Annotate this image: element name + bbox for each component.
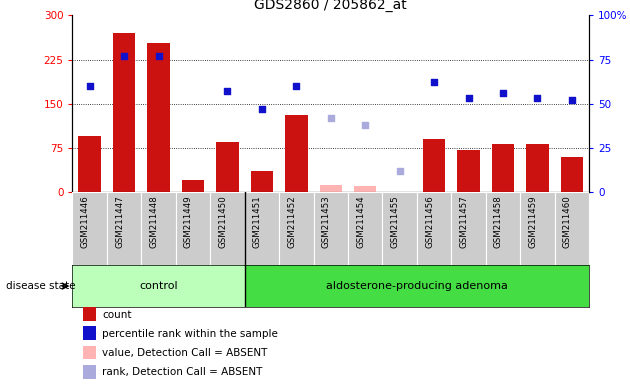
Bar <box>348 192 382 265</box>
Bar <box>72 192 107 265</box>
Text: GSM211451: GSM211451 <box>253 195 262 248</box>
Text: GSM211452: GSM211452 <box>287 195 296 248</box>
Text: value, Detection Call = ABSENT: value, Detection Call = ABSENT <box>103 348 268 358</box>
Text: GSM211455: GSM211455 <box>391 195 399 248</box>
Text: GSM211460: GSM211460 <box>563 195 572 248</box>
Text: GSM211456: GSM211456 <box>425 195 434 248</box>
Point <box>567 97 577 103</box>
Point <box>464 95 474 101</box>
Bar <box>486 192 520 265</box>
Bar <box>83 365 96 379</box>
Bar <box>72 265 244 307</box>
Bar <box>423 139 445 192</box>
Bar <box>216 142 239 192</box>
Point <box>360 122 370 128</box>
Bar <box>79 136 101 192</box>
Bar <box>554 192 589 265</box>
Bar <box>382 192 417 265</box>
Bar <box>176 192 210 265</box>
Bar <box>417 192 451 265</box>
Text: GSM211447: GSM211447 <box>115 195 124 248</box>
Point <box>119 53 129 59</box>
Bar <box>279 192 314 265</box>
Bar <box>285 116 307 192</box>
Text: GSM211459: GSM211459 <box>529 195 537 248</box>
Bar <box>526 144 549 192</box>
Text: GSM211449: GSM211449 <box>184 195 193 248</box>
Bar <box>561 157 583 192</box>
Bar <box>107 192 141 265</box>
Point <box>257 106 267 112</box>
Bar <box>314 192 348 265</box>
Title: GDS2860 / 205862_at: GDS2860 / 205862_at <box>255 0 407 12</box>
Point <box>154 53 164 59</box>
Point <box>394 168 404 174</box>
Bar <box>182 180 204 192</box>
Bar <box>492 144 514 192</box>
Point <box>222 88 232 94</box>
Text: GSM211454: GSM211454 <box>356 195 365 248</box>
Bar <box>354 186 376 192</box>
Bar <box>244 265 589 307</box>
Text: GSM211450: GSM211450 <box>219 195 227 248</box>
Bar <box>83 346 96 359</box>
Text: disease state: disease state <box>6 281 76 291</box>
Text: control: control <box>139 281 178 291</box>
Text: GSM211458: GSM211458 <box>494 195 503 248</box>
Bar <box>244 192 279 265</box>
Point <box>429 79 439 86</box>
Bar <box>141 192 176 265</box>
Bar <box>319 185 342 192</box>
Bar <box>113 33 135 192</box>
Bar <box>210 192 244 265</box>
Point <box>498 90 508 96</box>
Bar <box>451 192 486 265</box>
Point <box>84 83 94 89</box>
Text: rank, Detection Call = ABSENT: rank, Detection Call = ABSENT <box>103 367 263 377</box>
Bar <box>83 326 96 340</box>
Bar <box>457 150 479 192</box>
Text: aldosterone-producing adenoma: aldosterone-producing adenoma <box>326 281 508 291</box>
Text: percentile rank within the sample: percentile rank within the sample <box>103 329 278 339</box>
Bar <box>147 43 169 192</box>
Point <box>532 95 542 101</box>
Bar <box>251 171 273 192</box>
Text: GSM211453: GSM211453 <box>322 195 331 248</box>
Bar <box>83 307 96 321</box>
Text: GSM211457: GSM211457 <box>459 195 469 248</box>
Text: GSM211448: GSM211448 <box>149 195 159 248</box>
Bar <box>520 192 554 265</box>
Text: count: count <box>103 310 132 320</box>
Text: GSM211446: GSM211446 <box>81 195 89 248</box>
Point <box>291 83 301 89</box>
Point <box>326 115 336 121</box>
